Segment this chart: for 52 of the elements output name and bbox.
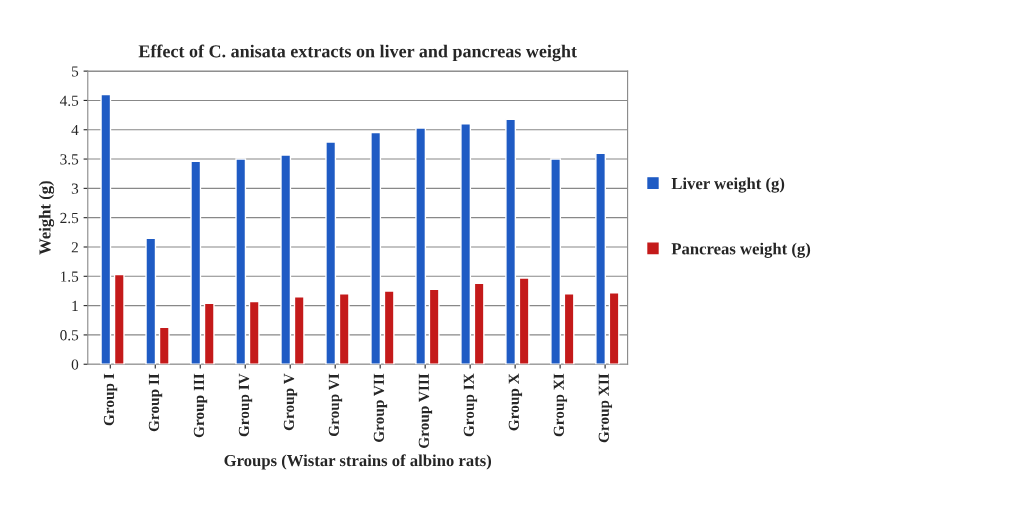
bar [550,158,562,365]
bar [293,296,305,365]
y-tick-label: 0.5 [60,330,79,341]
x-tick-label: Group XII [598,373,613,443]
x-tick-label: Group II [148,373,163,432]
bar [280,154,292,365]
x-axis-title: Groups (Wistar strains of albino rats) [224,454,492,470]
x-tick-label: Group IX [463,373,478,437]
bar [563,293,575,365]
y-tick-label: 4.5 [59,95,79,106]
bar [113,273,125,365]
x-tick-label: Group X [508,373,523,431]
bar [595,152,607,365]
x-tick-label: Group IV [238,373,253,437]
bar [370,131,382,365]
bar [518,277,530,365]
bar [100,93,112,365]
x-tick-label: Group V [283,373,298,431]
y-axis-title: Weight (g) [38,181,55,255]
y-tick-label: 3.5 [60,154,79,165]
bar [473,282,485,365]
y-tick-label: 0 [71,359,79,370]
x-tick-label: Group III [193,373,208,438]
x-tick-label: Group VII [373,373,388,443]
bar [145,237,157,365]
y-tick-label: 4 [71,124,79,136]
bar [415,127,427,365]
y-tick-label: 5 [72,66,79,77]
y-tick-label: 3 [71,183,79,194]
bar [460,123,472,365]
bar [338,293,350,365]
bar [203,302,215,365]
legend-label: Pancreas weight (g) [671,242,811,258]
y-tick-label: 2.5 [60,212,79,224]
x-tick-label: Group XI [553,373,568,437]
x-tick-label: Group VI [328,373,343,437]
legend-label: Liver weight (g) [671,177,785,193]
bar [383,290,395,365]
bar [325,141,337,365]
bar [505,118,517,365]
x-tick-label: Group I [103,373,118,426]
bar [190,160,202,365]
bar [428,288,440,365]
chart-title: Effect of C. anisata extracts on liver and pancreas weight [138,44,577,62]
y-tick-label: 1.5 [61,271,79,282]
y-tick-label: 2 [71,242,78,253]
bar [158,326,170,365]
x-tick-label: Group VIII [418,373,433,448]
y-tick-label: 1 [72,300,78,311]
bar [608,292,620,365]
bar [248,300,260,365]
bar [235,158,247,365]
